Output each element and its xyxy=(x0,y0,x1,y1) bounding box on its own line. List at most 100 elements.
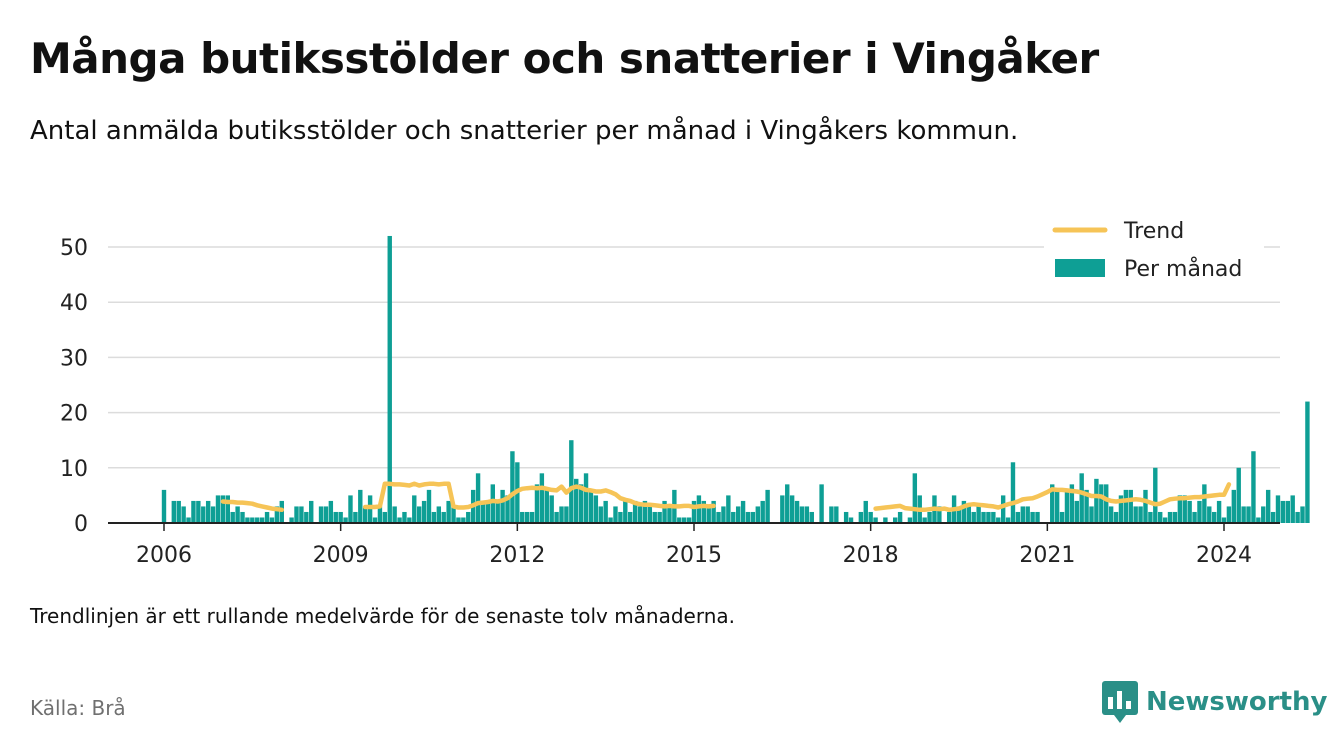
bar xyxy=(1251,451,1256,523)
source-credit: Källa: Brå xyxy=(30,696,126,720)
bar xyxy=(480,500,486,523)
bar xyxy=(1089,506,1094,523)
bar xyxy=(294,506,299,523)
bar xyxy=(524,511,530,523)
bar xyxy=(289,517,294,523)
bar xyxy=(309,500,314,523)
bar xyxy=(299,506,304,523)
bar xyxy=(760,500,765,523)
bar xyxy=(1064,489,1070,523)
bar xyxy=(328,500,334,523)
bar xyxy=(495,500,500,523)
bar xyxy=(799,506,805,523)
bar xyxy=(1099,484,1104,523)
bar xyxy=(907,517,913,523)
x-tick-label: 2015 xyxy=(666,543,722,568)
bar xyxy=(578,484,584,523)
bar xyxy=(456,517,461,523)
legend: Trend Per månad xyxy=(1044,210,1264,296)
bar xyxy=(613,506,618,523)
bar xyxy=(1172,511,1178,523)
y-tick-label: 30 xyxy=(60,346,88,371)
bar xyxy=(628,511,633,523)
bar xyxy=(1290,495,1295,523)
bar xyxy=(402,511,407,523)
bar xyxy=(868,511,873,523)
legend-box xyxy=(1044,210,1264,296)
bar xyxy=(1158,511,1163,523)
bar xyxy=(1143,489,1148,523)
bar xyxy=(505,495,510,523)
bar xyxy=(215,495,221,523)
bar xyxy=(1295,511,1300,523)
bar xyxy=(181,506,186,523)
bar xyxy=(922,517,927,523)
bar xyxy=(618,511,623,523)
bar xyxy=(1192,511,1197,523)
bar xyxy=(735,506,741,523)
bar xyxy=(937,506,942,523)
bar xyxy=(642,500,648,523)
bar xyxy=(1054,489,1060,523)
bar xyxy=(274,506,280,523)
bar xyxy=(240,511,245,523)
x-tick-label: 2006 xyxy=(136,543,192,568)
bar xyxy=(686,517,692,523)
brand-logo[interactable]: Newsworthy xyxy=(1102,680,1327,724)
y-tick-label: 40 xyxy=(60,291,88,316)
chart-note: Trendlinjen är ett rullande medelvärde f… xyxy=(30,604,736,628)
bar xyxy=(534,484,540,523)
bar xyxy=(1133,506,1138,523)
bar xyxy=(608,517,613,523)
bar xyxy=(966,506,972,523)
bar xyxy=(897,511,903,523)
bar xyxy=(691,500,697,523)
bar xyxy=(304,511,309,523)
bar xyxy=(1226,506,1232,523)
bar xyxy=(706,506,711,523)
bar xyxy=(196,500,201,523)
bar xyxy=(510,451,515,523)
bar xyxy=(716,511,721,523)
bar xyxy=(657,511,662,523)
bar xyxy=(863,500,868,523)
y-tick-label: 0 xyxy=(74,512,88,537)
bar xyxy=(1108,506,1114,523)
bar xyxy=(416,506,422,523)
bar xyxy=(598,506,603,523)
bar xyxy=(397,517,402,523)
bar xyxy=(726,495,731,523)
bar xyxy=(1261,506,1266,523)
bar xyxy=(1197,500,1202,523)
bar xyxy=(794,500,800,523)
newsworthy-logo-icon xyxy=(1102,681,1138,723)
x-tick-label: 2012 xyxy=(489,543,545,568)
bar xyxy=(632,500,638,523)
bar xyxy=(201,506,206,523)
bar xyxy=(996,517,1001,523)
bar xyxy=(230,511,235,523)
bar xyxy=(544,489,549,523)
bar xyxy=(593,495,599,523)
bar xyxy=(377,506,383,523)
bar xyxy=(1128,489,1133,523)
bar xyxy=(451,506,456,523)
bar xyxy=(1265,489,1271,523)
bar xyxy=(205,500,211,523)
bar xyxy=(1000,495,1006,523)
bar xyxy=(353,511,358,523)
bar xyxy=(348,495,353,523)
bar xyxy=(1010,462,1016,523)
trend-line xyxy=(220,499,285,513)
bar xyxy=(755,506,760,523)
bar xyxy=(1074,500,1079,523)
bar xyxy=(1104,484,1109,523)
bar xyxy=(235,506,240,523)
bar xyxy=(1231,489,1237,523)
bar xyxy=(259,517,265,523)
bar xyxy=(1113,511,1119,523)
bar xyxy=(1153,467,1158,523)
bar xyxy=(809,511,814,523)
bar xyxy=(436,506,442,523)
bar xyxy=(750,511,756,523)
